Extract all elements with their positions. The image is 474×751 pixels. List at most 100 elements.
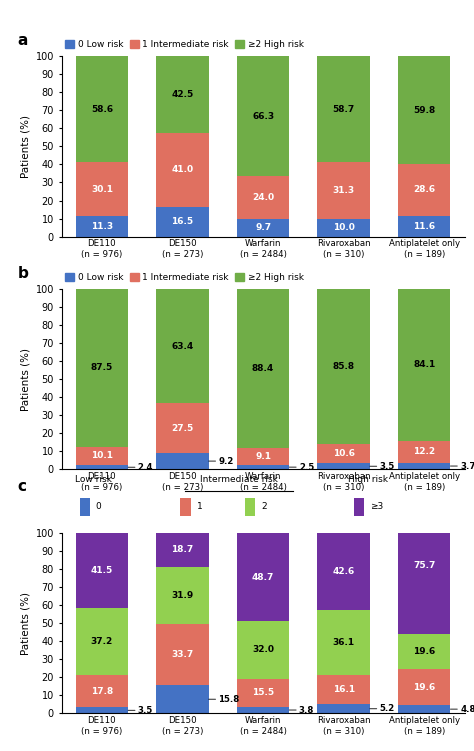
Bar (237, 679, 289, 707)
Bar (156, 567, 209, 624)
Bar (156, 685, 209, 713)
Bar (398, 634, 450, 669)
Text: 59.8: 59.8 (413, 106, 435, 115)
Text: 37.2: 37.2 (91, 637, 113, 646)
Bar (318, 56, 370, 162)
Bar (398, 289, 450, 441)
Y-axis label: Patients (%): Patients (%) (20, 115, 30, 178)
Bar (76, 289, 128, 447)
Text: 75.7: 75.7 (413, 562, 436, 571)
Bar (245, 498, 255, 515)
Text: High risk: High risk (348, 475, 388, 484)
Bar (237, 448, 289, 465)
Bar (237, 621, 289, 679)
Text: Low risk: Low risk (75, 475, 112, 484)
Bar (156, 453, 209, 469)
Text: 10.0: 10.0 (333, 223, 355, 232)
Bar (156, 133, 209, 207)
Text: 28.6: 28.6 (413, 185, 435, 195)
Bar (398, 56, 450, 164)
Bar (354, 498, 364, 515)
Y-axis label: Patients (%): Patients (%) (20, 348, 30, 411)
Text: 18.7: 18.7 (172, 545, 193, 554)
Y-axis label: Patients (%): Patients (%) (20, 592, 30, 655)
Bar (318, 675, 370, 704)
Text: 41.0: 41.0 (172, 165, 193, 174)
Text: 66.3: 66.3 (252, 112, 274, 121)
Text: 11.6: 11.6 (413, 222, 435, 231)
Bar (156, 624, 209, 685)
Text: 32.0: 32.0 (252, 645, 274, 654)
Bar (76, 675, 128, 707)
Text: 31.9: 31.9 (172, 591, 193, 600)
Text: 3.5: 3.5 (370, 462, 395, 471)
Text: 2.4: 2.4 (128, 463, 153, 472)
Bar (398, 498, 450, 634)
Text: 42.6: 42.6 (333, 567, 355, 576)
Text: 84.1: 84.1 (413, 360, 435, 369)
Bar (76, 707, 128, 713)
Text: 9.1: 9.1 (255, 452, 271, 461)
Bar (237, 176, 289, 219)
Text: 87.5: 87.5 (91, 363, 113, 372)
Text: 9.2: 9.2 (209, 457, 234, 466)
Text: 31.3: 31.3 (333, 185, 355, 195)
Text: 19.6: 19.6 (413, 683, 435, 692)
Text: 16.1: 16.1 (333, 685, 355, 694)
Bar (237, 219, 289, 237)
Text: 63.4: 63.4 (172, 342, 193, 351)
Text: 10.1: 10.1 (91, 451, 113, 460)
Text: 88.4: 88.4 (252, 364, 274, 373)
Text: a: a (18, 33, 27, 48)
Text: 3.7: 3.7 (450, 462, 474, 471)
Bar (76, 465, 128, 469)
Bar (318, 704, 370, 713)
Bar (398, 216, 450, 237)
Bar (181, 498, 191, 515)
Bar (76, 447, 128, 465)
Text: 12.2: 12.2 (413, 447, 435, 456)
Text: 27.5: 27.5 (172, 424, 193, 433)
Bar (156, 533, 209, 567)
Bar (318, 463, 370, 469)
Bar (237, 465, 289, 469)
Bar (398, 441, 450, 463)
Bar (398, 704, 450, 713)
Text: 36.1: 36.1 (333, 638, 355, 647)
Text: c: c (18, 479, 26, 494)
Text: 58.6: 58.6 (91, 104, 113, 113)
Text: 19.6: 19.6 (413, 647, 435, 656)
Text: 3.5: 3.5 (128, 706, 153, 715)
Bar (318, 533, 370, 610)
Text: 0: 0 (96, 502, 101, 511)
Bar (76, 533, 128, 608)
Bar (80, 498, 90, 515)
Legend: 0 Low risk, 1 Intermediate risk, ≥2 High risk: 0 Low risk, 1 Intermediate risk, ≥2 High… (62, 270, 308, 285)
Bar (318, 610, 370, 675)
Bar (318, 289, 370, 444)
Text: b: b (18, 266, 28, 281)
Bar (76, 162, 128, 216)
Text: Intermediate risk: Intermediate risk (200, 475, 278, 484)
Text: 42.5: 42.5 (172, 90, 193, 99)
Bar (237, 289, 289, 448)
Bar (76, 216, 128, 237)
Text: 15.8: 15.8 (209, 695, 239, 704)
Text: 11.3: 11.3 (91, 222, 113, 231)
Text: 41.5: 41.5 (91, 566, 113, 575)
Text: 9.7: 9.7 (255, 223, 271, 232)
Text: 2: 2 (261, 502, 267, 511)
Bar (398, 463, 450, 469)
Text: 58.7: 58.7 (333, 104, 355, 113)
Text: 10.6: 10.6 (333, 449, 355, 458)
Bar (237, 533, 289, 621)
Text: 2.5: 2.5 (289, 463, 314, 472)
Text: 85.8: 85.8 (333, 362, 355, 371)
Bar (237, 56, 289, 176)
Bar (318, 162, 370, 219)
Bar (156, 56, 209, 133)
Bar (156, 289, 209, 403)
Text: ≥3: ≥3 (370, 502, 383, 511)
Bar (318, 444, 370, 463)
Bar (156, 403, 209, 453)
